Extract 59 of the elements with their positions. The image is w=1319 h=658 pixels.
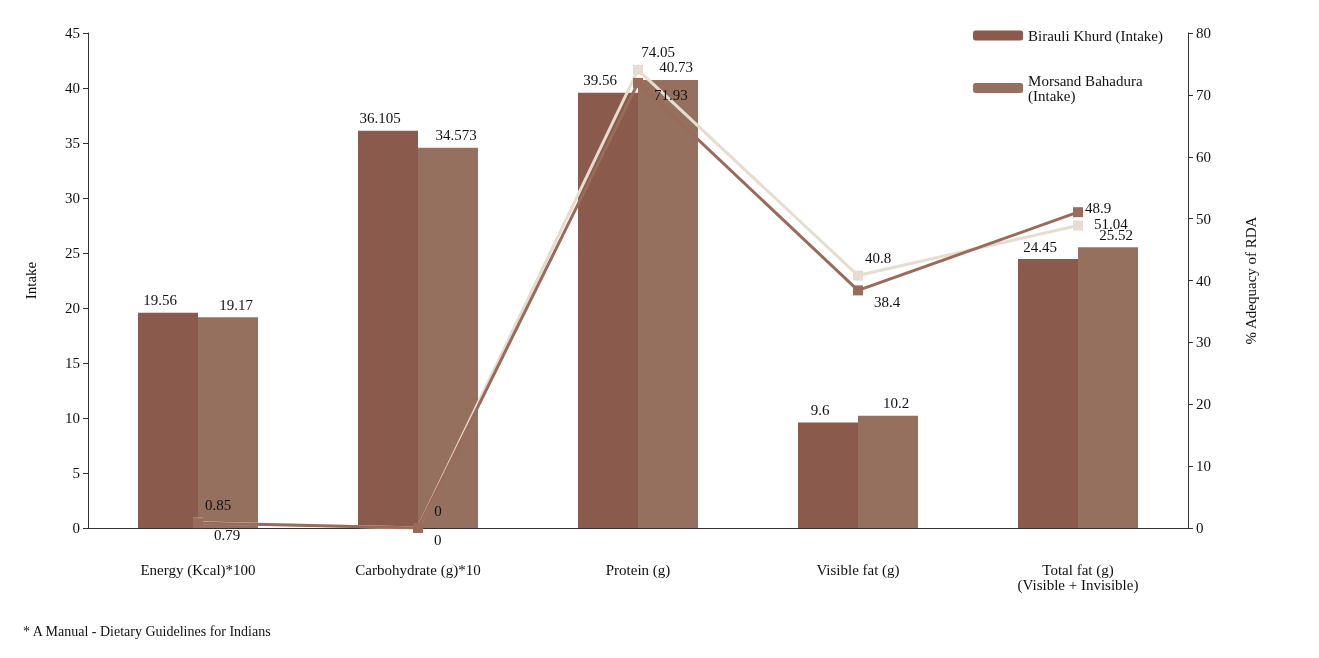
data-label: 39.56	[583, 72, 618, 89]
bar	[358, 130, 418, 528]
legend-label: Morsand Bahadura (Intake)	[1028, 72, 1147, 105]
y-tick-label: 15	[65, 355, 80, 371]
data-label: 40.73	[659, 59, 693, 76]
data-label: 9.6	[810, 401, 830, 418]
bar	[858, 415, 918, 528]
data-label: 0.79	[214, 527, 241, 544]
x-tick-label: Energy (Kcal)*100	[140, 561, 256, 579]
data-label: 36.105	[359, 110, 401, 127]
y-tick-label: 0	[72, 520, 80, 536]
point	[853, 270, 863, 281]
y2-tick-label: 30	[1196, 334, 1211, 351]
bar	[138, 312, 198, 528]
y2-tick-label: 80	[1196, 25, 1211, 41]
x-tick-label: Carbohydrate (g)*10	[355, 561, 481, 579]
data-label: 38.4	[874, 294, 901, 311]
y-axis-title: Intake	[22, 261, 39, 300]
y-tick-label: 40	[65, 80, 80, 96]
y-tick-label: 30	[65, 190, 80, 206]
bar	[578, 92, 638, 528]
x-tick-label: Visible fat (g)	[816, 561, 900, 579]
bar	[798, 422, 858, 528]
x-tick-label: Protein (g)	[605, 561, 671, 579]
point	[853, 285, 863, 296]
data-label: 19.17	[219, 296, 254, 313]
point	[1073, 207, 1083, 218]
y2-tick-label: 70	[1196, 86, 1211, 103]
point	[633, 77, 643, 88]
y-tick-label: 20	[65, 300, 80, 316]
y2-tick-label: 0	[1196, 520, 1204, 536]
data-label: 74.05	[641, 44, 675, 61]
data-label: 0	[434, 532, 442, 548]
y2-tick-label: 40	[1196, 272, 1211, 289]
y-tick-label: 25	[65, 245, 80, 261]
point	[1073, 220, 1083, 231]
y2-tick-label: 20	[1196, 396, 1211, 413]
y2-tick-label: 60	[1196, 148, 1211, 165]
y-tick-label: 35	[65, 135, 80, 151]
data-label: 19.56	[143, 292, 178, 309]
y2-tick-label: 10	[1196, 458, 1211, 475]
data-label: 24.45	[1023, 238, 1057, 255]
bar	[1018, 259, 1078, 528]
data-label: 0	[434, 502, 442, 519]
text: * A Manual - Dietary Guidelines for Indians	[23, 623, 271, 639]
y-tick-label: 10	[65, 410, 80, 426]
bar	[1078, 247, 1138, 528]
legend-label: Birauli Khurd (Intake)	[1028, 27, 1164, 45]
data-label: 34.573	[435, 127, 477, 144]
data-label: 0.85	[204, 497, 232, 514]
x-tick-label: Total fat (g) (Visible + Invisible)	[1017, 561, 1139, 594]
data-label: 10.2	[882, 395, 910, 412]
y2-axis-title: % Adequacy of RDA	[1242, 216, 1259, 345]
y-tick-label: 45	[65, 25, 80, 41]
data-label: 48.9	[1084, 199, 1112, 216]
y-tick-label: 5	[72, 465, 80, 481]
point	[633, 64, 643, 75]
data-label: 40.8	[864, 250, 892, 267]
y2-tick-label: 50	[1196, 210, 1211, 227]
